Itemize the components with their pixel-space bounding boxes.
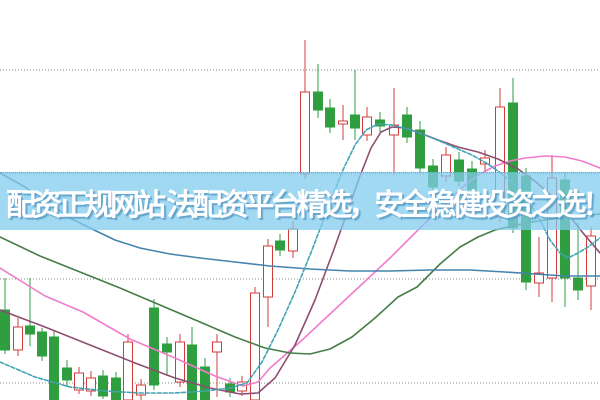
candle-bear	[200, 358, 210, 400]
candle-bear	[415, 121, 425, 173]
candle-body	[49, 336, 59, 400]
candle-body	[375, 119, 385, 127]
candle-bear	[375, 112, 385, 132]
candle-bull	[534, 237, 544, 297]
candle-bull	[123, 334, 133, 400]
candle-bull	[86, 371, 96, 396]
candle-body	[313, 91, 323, 111]
candle-body	[275, 240, 285, 251]
candle-body	[480, 157, 490, 165]
candle-bull	[362, 107, 372, 141]
candle-bear	[325, 99, 335, 133]
candle-bull	[74, 367, 84, 394]
candle-body	[136, 384, 146, 396]
candle-bear	[275, 234, 285, 256]
candle-body	[573, 277, 583, 291]
candle-body	[86, 377, 96, 392]
candle-body	[263, 245, 273, 298]
candle-body	[200, 366, 210, 400]
candle-bear	[313, 64, 323, 118]
candle-body	[389, 124, 399, 136]
candle-bear	[62, 360, 72, 387]
candle-body	[187, 344, 197, 400]
candle-bear	[573, 222, 583, 300]
candle-body	[13, 326, 23, 351]
candle-bull	[13, 318, 23, 356]
candle-bear	[350, 70, 360, 140]
candle-body	[212, 341, 222, 353]
candle-bull	[586, 227, 596, 310]
candle-body	[25, 325, 35, 335]
candle-body	[162, 343, 172, 353]
candle-body	[123, 341, 133, 400]
promo-banner[interactable]: 配资正规网站 法配资平台精选，安全稳健投资之选！	[0, 172, 600, 230]
candle-body	[300, 91, 310, 175]
candle-body	[74, 372, 84, 391]
candle-bull	[212, 334, 222, 397]
candle-body	[0, 309, 10, 351]
candle-bear	[98, 370, 108, 399]
candle-body	[362, 116, 372, 136]
candle-bear	[49, 330, 59, 400]
candle-bull	[136, 379, 146, 400]
candle-body	[415, 129, 425, 169]
candle-body	[288, 228, 298, 252]
candle-bull	[300, 40, 310, 179]
candle-body	[111, 377, 121, 400]
candle-bear	[187, 327, 197, 400]
candle-bear	[402, 107, 412, 143]
ma-pink	[0, 155, 600, 387]
candle-bear	[37, 328, 47, 361]
candle-body	[237, 381, 247, 392]
candle-bear	[162, 337, 172, 376]
candle-bull	[480, 150, 490, 171]
candle-bull	[389, 88, 399, 175]
candle-body	[149, 307, 159, 386]
candle-body	[534, 272, 544, 284]
candle-body	[62, 367, 72, 381]
candle-body	[98, 375, 108, 397]
candle-bear	[25, 278, 35, 346]
candle-body	[586, 235, 596, 287]
candle-body	[402, 114, 412, 138]
candle-body	[338, 120, 348, 125]
candle-bear	[149, 299, 159, 390]
candle-bull	[338, 105, 348, 140]
promo-banner-text: 配资正规网站 法配资平台精选，安全稳健投资之选！	[6, 188, 600, 222]
candle-bear	[111, 372, 121, 400]
candle-body	[350, 114, 360, 129]
candle-bear	[0, 278, 10, 354]
candle-body	[37, 331, 47, 357]
candle-body	[325, 107, 335, 128]
candle-bull	[263, 239, 273, 327]
